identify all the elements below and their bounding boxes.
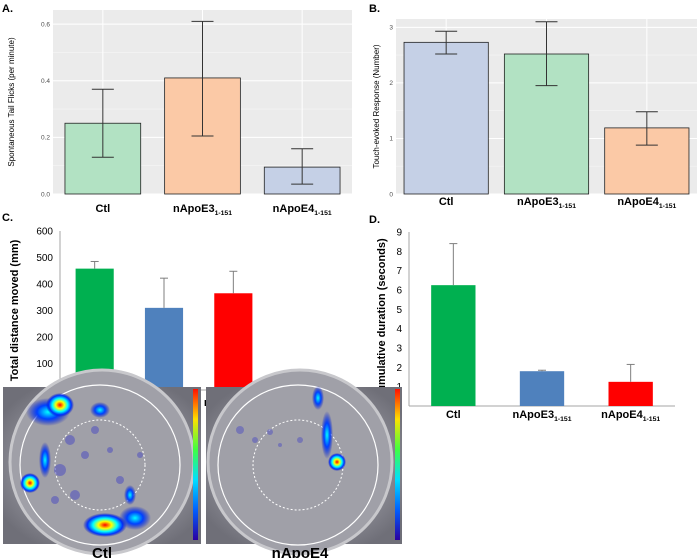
x-tick-label: nApoE41-151 xyxy=(601,409,660,423)
heatmap-label-ctl: Ctl xyxy=(92,545,112,558)
y-tick-label: 1 xyxy=(389,136,393,143)
x-tick-label: Ctl xyxy=(439,196,454,208)
y-tick-label: 100 xyxy=(36,359,53,370)
x-tick-label: nApoE31-151 xyxy=(517,196,576,210)
y-tick-label: 3 xyxy=(396,344,402,355)
heatmap-image-napoe4 xyxy=(206,368,402,556)
heatmap-image-ctl xyxy=(3,368,201,556)
panel-letter-b: B. xyxy=(369,3,380,15)
x-tick-label: Ctl xyxy=(446,409,461,421)
y-tick-label: 600 xyxy=(36,227,53,238)
y-tick-label: 2 xyxy=(389,80,393,87)
y-tick-label: 8 xyxy=(396,247,402,258)
bar xyxy=(403,41,489,195)
chart-touch-evoked: 0 1 2 3 Touch-evoked Response (Number) Ctl nAp… xyxy=(372,19,697,210)
chart-cumulative-duration: 0123456789Cumulative duration (seconds)C… xyxy=(376,228,675,423)
bar xyxy=(431,285,476,406)
heatmap-scale-ctl xyxy=(193,389,198,540)
y-tick-label: 3 xyxy=(389,25,393,32)
y-tick-label: 300 xyxy=(36,306,53,317)
heatmap-label-napoe4: nApoE4 xyxy=(272,545,329,558)
bar xyxy=(214,293,253,390)
y-tick-label: 2 xyxy=(396,363,402,374)
y-tick-label: 200 xyxy=(36,333,53,344)
y-tick-label: 5 xyxy=(396,305,402,316)
panel-letter-c: C. xyxy=(2,212,13,224)
x-tick-label: nApoE41-151 xyxy=(617,196,676,210)
chart-distance-moved: 0100200300400500600Total distance moved … xyxy=(9,227,268,411)
y-axis-label: Total distance moved (mm) xyxy=(9,239,21,381)
y-tick-label: 0.0 xyxy=(41,191,50,198)
y-tick-label: 4 xyxy=(396,324,402,335)
bar xyxy=(608,381,653,406)
y-axis-label: Touch-evoked Response (Number) xyxy=(372,44,381,168)
y-tick-label: 9 xyxy=(396,228,402,239)
y-tick-label: 0.4 xyxy=(41,78,50,85)
y-tick-label: 0.2 xyxy=(41,135,50,142)
y-tick-label: 6 xyxy=(396,286,402,297)
x-tick-label: Ctl xyxy=(95,203,110,215)
panel-letter-a: A. xyxy=(2,3,13,15)
bar xyxy=(144,307,184,390)
panel-letter-d: D. xyxy=(369,214,380,226)
chart-tail-flicks: 0.0 0.2 0.4 0.6 Spontaneous Tail Flicks (per… xyxy=(7,10,352,217)
y-tick-label: 0.6 xyxy=(41,21,50,28)
y-axis-label: Cumulative duration (seconds) xyxy=(376,238,388,400)
heatmap-scale-napoe4 xyxy=(395,389,400,540)
y-tick-label: 0 xyxy=(389,191,393,198)
bar xyxy=(519,371,565,406)
y-tick-label: 500 xyxy=(36,253,53,264)
y-tick-label: 400 xyxy=(36,280,53,291)
x-tick-label: nApoE31-151 xyxy=(173,203,232,217)
y-axis-label: Spontaneous Tail Flicks (per minute) xyxy=(7,37,16,167)
y-tick-label: 7 xyxy=(396,266,402,277)
x-tick-label: nApoE41-151 xyxy=(273,203,332,217)
x-tick-label: nApoE31-151 xyxy=(513,409,572,423)
